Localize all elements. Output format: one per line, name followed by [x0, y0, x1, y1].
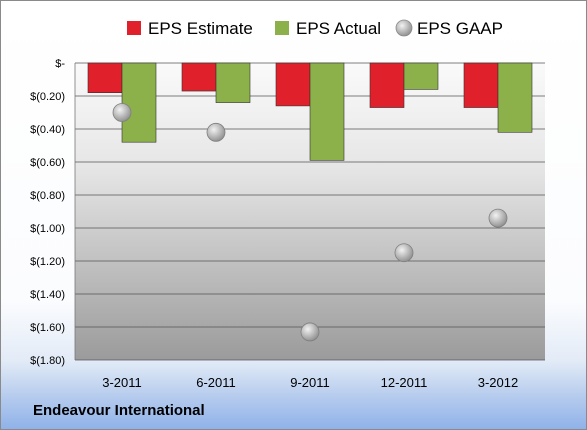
- point-eps-gaap: [394, 243, 414, 263]
- y-tick-label: $(0.80): [30, 190, 65, 202]
- legend-label-gaap: EPS GAAP: [417, 19, 503, 38]
- y-tick-label: $(1.60): [30, 322, 65, 334]
- x-tick-label: 3-2011: [102, 375, 142, 390]
- legend-label-actual: EPS Actual: [296, 19, 381, 38]
- legend-marker-gaap: [395, 19, 413, 37]
- bars: [87, 62, 533, 161]
- bar-eps-actual: [215, 62, 251, 103]
- point-eps-gaap: [488, 208, 508, 228]
- bar-eps-estimate: [275, 62, 311, 107]
- bar-eps-estimate: [369, 62, 405, 108]
- x-tick-label: 12-2011: [381, 375, 428, 390]
- x-axis-labels: 3-2011 6-2011 9-2011 12-2011 3-2012: [102, 375, 518, 390]
- y-tick-label: $(0.20): [30, 91, 65, 103]
- legend-swatch-actual: [275, 21, 289, 35]
- bar-eps-actual: [121, 62, 157, 143]
- point-eps-gaap: [206, 122, 226, 142]
- legend: EPS Estimate EPS Actual EPS GAAP: [127, 19, 503, 38]
- y-axis-labels: $- $(0.20) $(0.40) $(0.60) $(0.80) $(1.00) $(1…: [30, 58, 65, 367]
- bar-eps-estimate: [463, 62, 499, 108]
- bar-eps-actual: [497, 62, 533, 133]
- point-eps-gaap: [112, 103, 132, 122]
- point-eps-gaap: [300, 322, 320, 342]
- y-tick-label: $(1.80): [30, 355, 65, 367]
- y-tick-label: $-: [55, 58, 65, 70]
- y-tick-label: $(1.00): [30, 223, 65, 235]
- x-tick-label: 3-2012: [478, 375, 518, 390]
- company-name: Endeavour International: [33, 402, 205, 419]
- x-tick-label: 9-2011: [290, 375, 330, 390]
- gaap-points: [112, 103, 508, 342]
- x-tick-label: 6-2011: [196, 375, 236, 390]
- y-tick-label: $(0.40): [30, 124, 65, 136]
- bar-eps-actual: [309, 62, 345, 161]
- y-tick-label: $(0.60): [30, 157, 65, 169]
- bar-eps-estimate: [181, 62, 217, 92]
- y-tick-label: $(1.40): [30, 289, 65, 301]
- bar-eps-actual: [403, 62, 439, 90]
- legend-swatch-estimate: [127, 21, 141, 35]
- legend-label-estimate: EPS Estimate: [148, 19, 253, 38]
- y-tick-label: $(1.20): [30, 256, 65, 268]
- bar-eps-estimate: [87, 62, 123, 94]
